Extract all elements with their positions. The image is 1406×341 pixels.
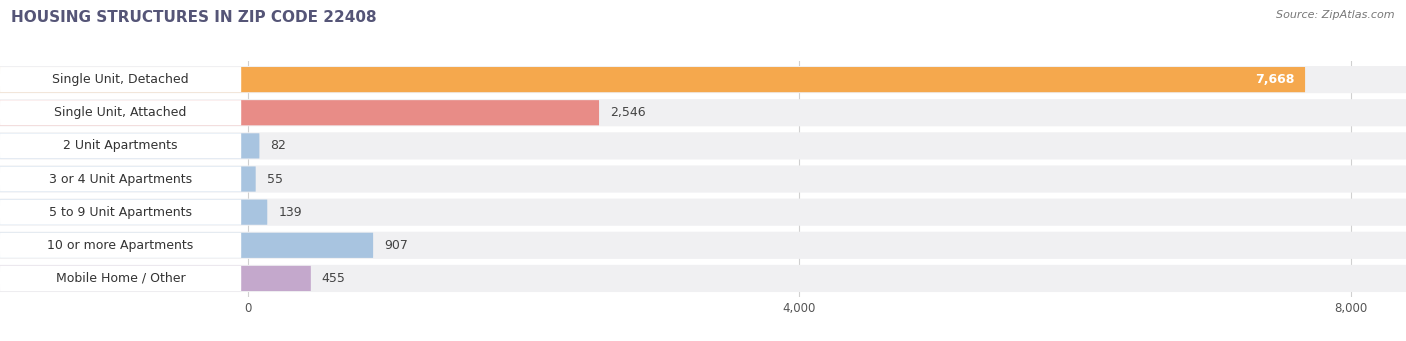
Text: Source: ZipAtlas.com: Source: ZipAtlas.com [1277, 10, 1395, 20]
Text: 10 or more Apartments: 10 or more Apartments [48, 239, 194, 252]
FancyBboxPatch shape [0, 166, 242, 192]
FancyBboxPatch shape [0, 266, 311, 291]
FancyBboxPatch shape [0, 132, 1406, 160]
Text: 5 to 9 Unit Apartments: 5 to 9 Unit Apartments [49, 206, 193, 219]
Text: 455: 455 [322, 272, 346, 285]
FancyBboxPatch shape [0, 133, 260, 159]
FancyBboxPatch shape [0, 233, 242, 258]
FancyBboxPatch shape [0, 265, 1406, 292]
FancyBboxPatch shape [0, 100, 242, 125]
FancyBboxPatch shape [0, 199, 242, 225]
Text: Mobile Home / Other: Mobile Home / Other [56, 272, 186, 285]
FancyBboxPatch shape [0, 198, 1406, 226]
Text: Single Unit, Detached: Single Unit, Detached [52, 73, 188, 86]
FancyBboxPatch shape [0, 67, 242, 92]
Text: 7,668: 7,668 [1254, 73, 1294, 86]
Text: 139: 139 [278, 206, 302, 219]
Text: 55: 55 [267, 173, 283, 186]
FancyBboxPatch shape [0, 133, 242, 159]
FancyBboxPatch shape [0, 166, 256, 192]
FancyBboxPatch shape [0, 199, 267, 225]
FancyBboxPatch shape [0, 266, 242, 291]
FancyBboxPatch shape [0, 233, 373, 258]
Text: HOUSING STRUCTURES IN ZIP CODE 22408: HOUSING STRUCTURES IN ZIP CODE 22408 [11, 10, 377, 25]
FancyBboxPatch shape [0, 100, 599, 125]
Text: 2 Unit Apartments: 2 Unit Apartments [63, 139, 179, 152]
FancyBboxPatch shape [0, 165, 1406, 193]
FancyBboxPatch shape [0, 67, 1305, 92]
Text: 2,546: 2,546 [610, 106, 645, 119]
FancyBboxPatch shape [0, 66, 1406, 93]
FancyBboxPatch shape [0, 99, 1406, 126]
Text: 82: 82 [270, 139, 287, 152]
Text: 3 or 4 Unit Apartments: 3 or 4 Unit Apartments [49, 173, 193, 186]
FancyBboxPatch shape [0, 232, 1406, 259]
Text: 907: 907 [384, 239, 408, 252]
Text: Single Unit, Attached: Single Unit, Attached [55, 106, 187, 119]
